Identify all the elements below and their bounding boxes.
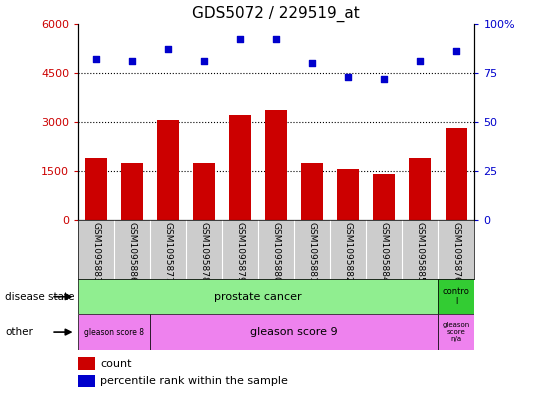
Text: gleason score 9: gleason score 9 (251, 327, 338, 337)
Point (344, 73, 353, 80)
Bar (230, 115, 251, 220)
Bar (85, 158, 107, 220)
Text: GSM1095882: GSM1095882 (344, 222, 353, 283)
Bar (157, 120, 179, 220)
Text: count: count (100, 358, 132, 369)
Point (200, 58, 209, 64)
Text: GSM1095885: GSM1095885 (416, 222, 425, 283)
Text: percentile rank within the sample: percentile rank within the sample (100, 376, 288, 386)
Text: GSM1095878: GSM1095878 (200, 222, 209, 283)
Title: GDS5072 / 229519_at: GDS5072 / 229519_at (192, 6, 360, 22)
Text: GSM1095884: GSM1095884 (380, 222, 389, 283)
Text: disease state: disease state (5, 292, 75, 302)
Text: GSM1095881: GSM1095881 (308, 222, 317, 283)
Point (128, 58, 136, 64)
Point (380, 75, 389, 82)
Point (164, 46, 172, 52)
Text: GSM1095886: GSM1095886 (128, 222, 137, 283)
Point (92, 56, 100, 62)
Bar (150, 314, 438, 350)
Text: gleason
score
n/a: gleason score n/a (443, 322, 470, 342)
Bar (78, 357, 95, 369)
Point (452, 48, 461, 54)
Text: other: other (5, 327, 33, 337)
Bar (121, 163, 143, 220)
Bar (78, 375, 95, 387)
Text: prostate cancer: prostate cancer (215, 292, 302, 302)
Text: GSM1095876: GSM1095876 (452, 222, 461, 283)
Point (416, 58, 425, 64)
Text: GSM1095877: GSM1095877 (164, 222, 172, 283)
Text: GSM1095883: GSM1095883 (92, 222, 101, 283)
Point (308, 60, 316, 66)
Bar (265, 110, 287, 220)
Bar (337, 169, 359, 220)
Bar (78, 314, 150, 350)
Bar (446, 129, 467, 220)
Point (272, 36, 281, 42)
Text: contro
l: contro l (443, 287, 470, 307)
Text: GSM1095880: GSM1095880 (272, 222, 281, 283)
Text: GSM1095879: GSM1095879 (236, 222, 245, 283)
Bar (438, 279, 474, 314)
Bar (438, 314, 474, 350)
Point (236, 36, 245, 42)
Text: gleason score 8: gleason score 8 (84, 328, 144, 336)
Bar (194, 163, 215, 220)
Bar (301, 163, 323, 220)
Bar (410, 158, 431, 220)
Bar (374, 174, 395, 220)
